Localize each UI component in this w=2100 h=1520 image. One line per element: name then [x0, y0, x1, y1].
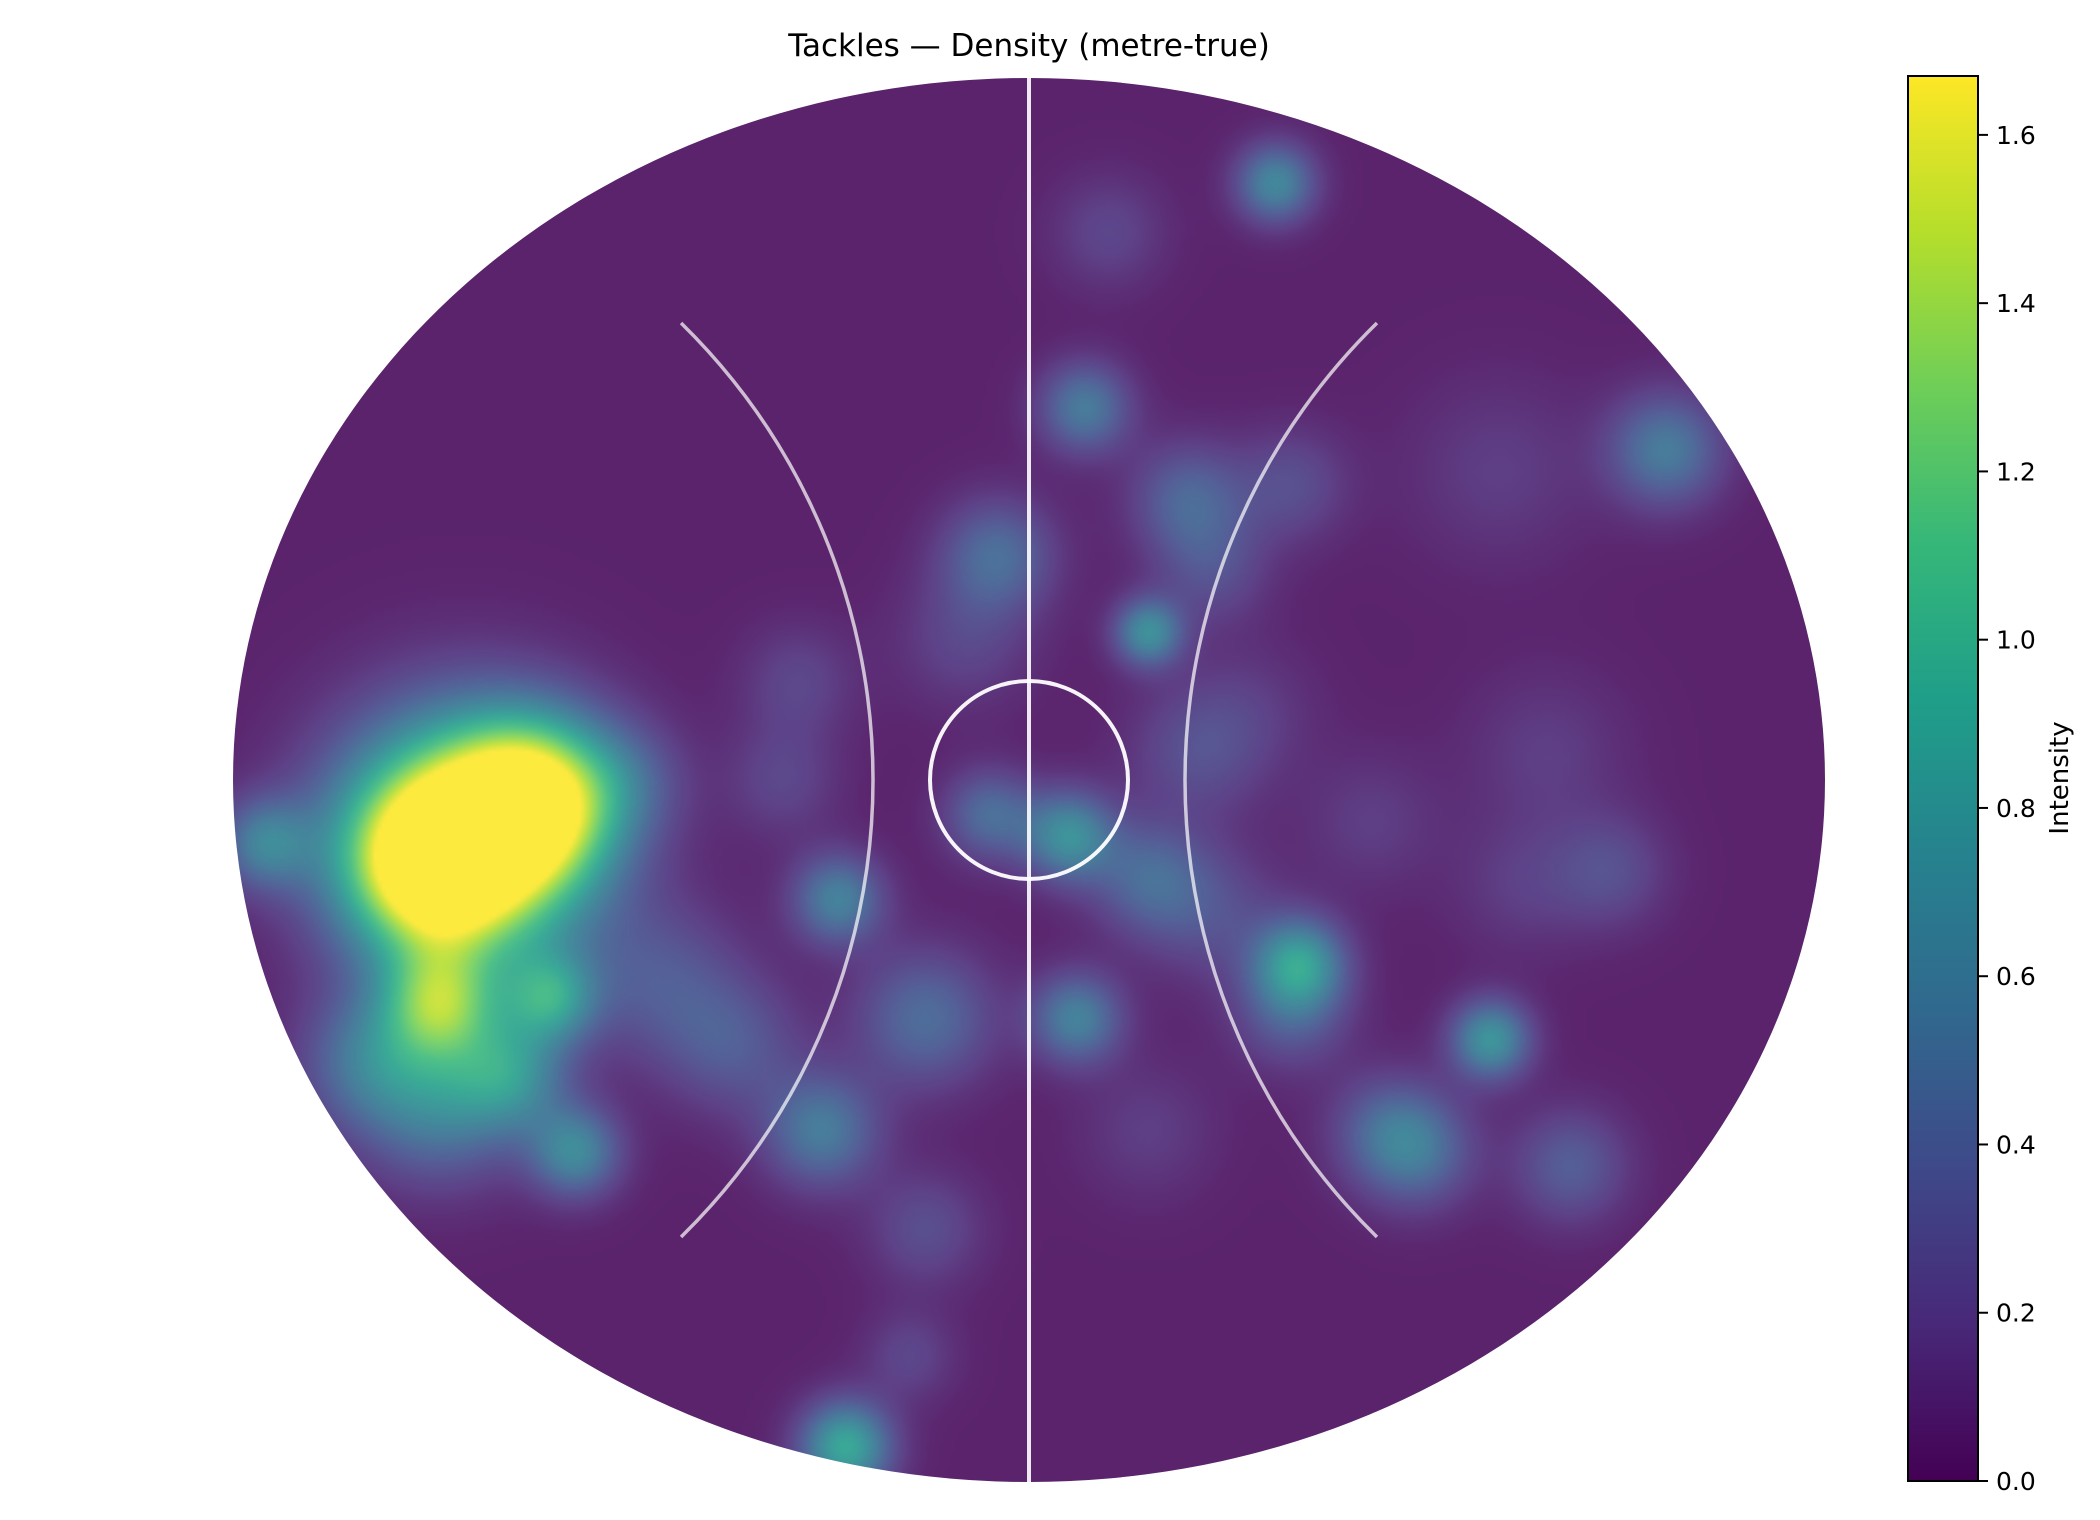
chart-title: Tackles — Density (metre-true) [787, 28, 1270, 64]
colorbar-tick-label: 1.6 [1996, 121, 2036, 150]
colorbar-tick-label: 0.6 [1996, 962, 2036, 991]
colorbar: 0.0 0.2 0.4 0.6 0.8 1.0 1.2 1.4 1.6 Intensity [1907, 75, 2075, 1496]
right-fifty-metre-arc [1183, 321, 1379, 1239]
colorbar-tick-label: 1.2 [1996, 457, 2036, 486]
colorbar-tick-label: 0.8 [1996, 794, 2036, 823]
colorbar-tick-label: 0.2 [1996, 1299, 2036, 1328]
colorbar-tick-label: 1.0 [1996, 626, 2036, 655]
centre-circle [928, 679, 1130, 881]
colorbar-tick-label: 0.0 [1996, 1467, 2036, 1496]
left-fifty-metre-arc [679, 321, 875, 1239]
colorbar-tick-label: 1.4 [1996, 289, 2036, 318]
colorbar-tick-label: 0.4 [1996, 1130, 2036, 1159]
colorbar-gradient [1907, 75, 1979, 1482]
colorbar-ticks: 0.0 0.2 0.4 0.6 0.8 1.0 1.2 1.4 1.6 [1978, 121, 2036, 1496]
field-markings [679, 78, 1379, 1482]
colorbar-label: Intensity [2045, 721, 2075, 834]
